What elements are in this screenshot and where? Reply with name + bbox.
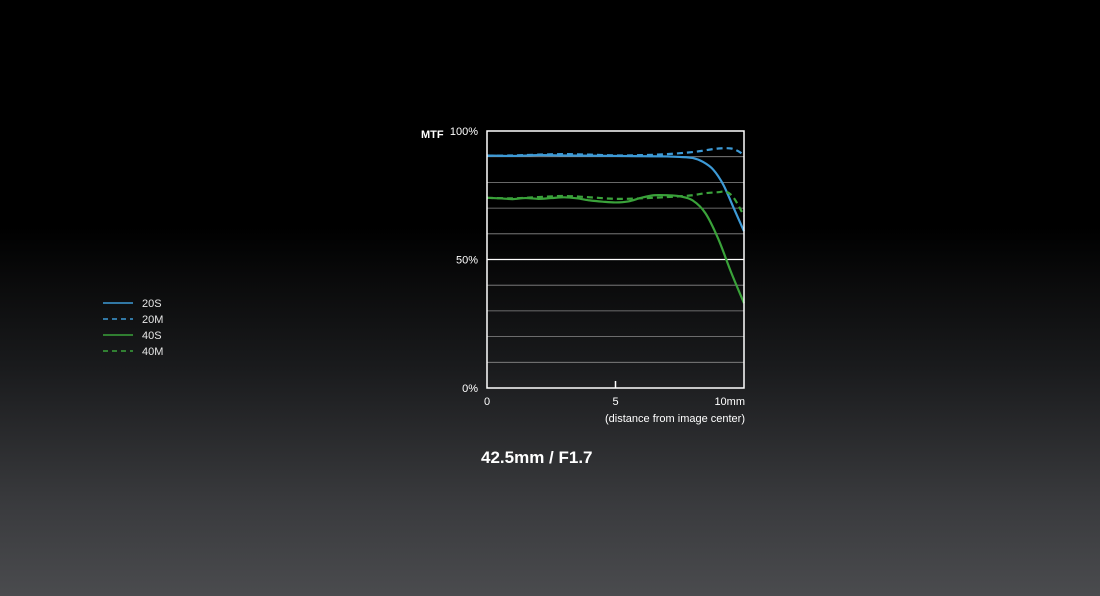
legend-label-20s: 20S [142, 298, 162, 310]
y-axis-label: MTF [421, 129, 444, 141]
series-lines [486, 147, 746, 304]
series-line-40s [486, 193, 746, 304]
y-tick-label: 100% [450, 126, 478, 138]
series-line-20s [486, 154, 746, 232]
legend-label-40m: 40M [142, 346, 163, 358]
y-tick-label: 0% [462, 383, 478, 395]
legend-label-20m: 20M [142, 314, 163, 326]
legend: 20S 20M 40S 40M [103, 298, 163, 358]
series-line-20m [486, 147, 745, 158]
x-tick-label: 10mm [714, 396, 745, 408]
x-tick-label: 5 [612, 396, 618, 408]
grid-lines [487, 156, 744, 363]
series-line-40m [486, 190, 745, 217]
chart-caption: 42.5mm / F1.7 [481, 448, 593, 467]
y-tick-label: 50% [456, 255, 478, 267]
x-tick-label: 0 [484, 396, 490, 408]
x-axis-label: (distance from image center) [605, 413, 745, 425]
axis-ticks: 0% 50% 100% 0 5 10mm [450, 126, 745, 408]
legend-label-40s: 40S [142, 330, 162, 342]
